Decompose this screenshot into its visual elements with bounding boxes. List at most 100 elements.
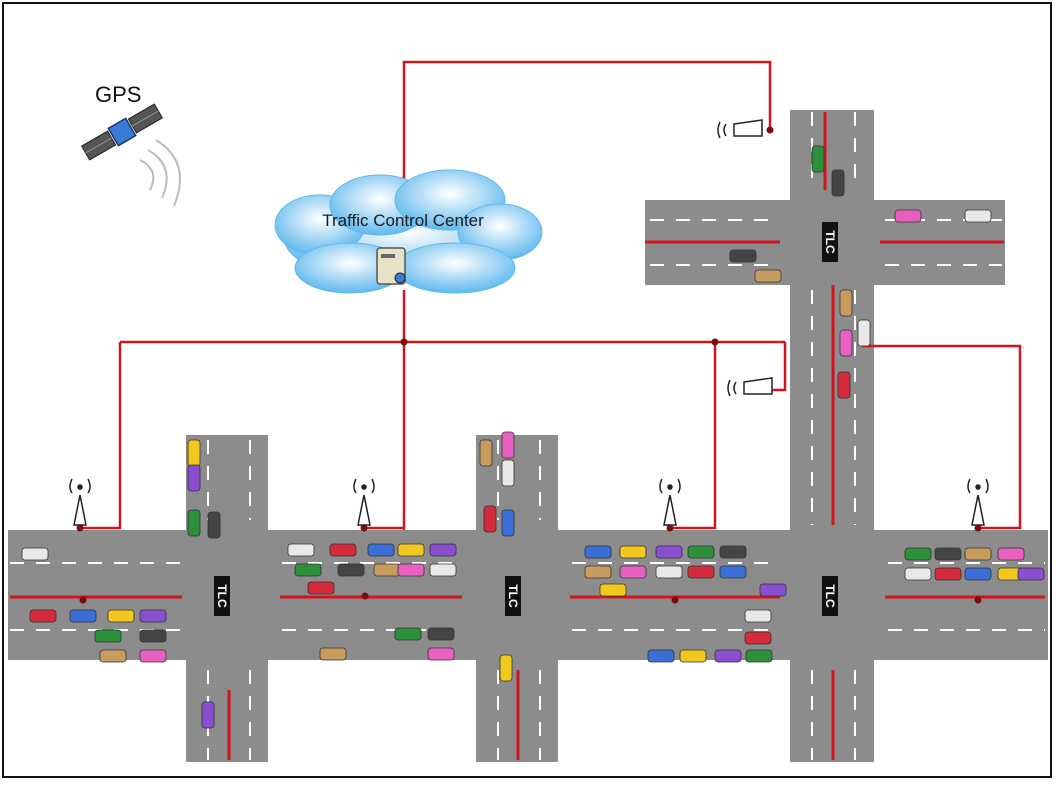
gps-label: GPS — [95, 82, 141, 107]
car-icon — [394, 627, 422, 641]
antennas — [69, 119, 989, 526]
car-icon — [837, 371, 851, 399]
tlc-label-d: TLC — [823, 230, 837, 254]
car-icon — [294, 563, 322, 577]
car-icon — [99, 649, 127, 663]
tlc-label-a: TLC — [215, 584, 229, 608]
traffic-light-controller-icon: TLC — [505, 576, 521, 616]
antenna-icon — [69, 478, 91, 526]
network-nodes — [76, 126, 982, 604]
car-icon — [373, 563, 401, 577]
car-icon — [729, 249, 757, 263]
car-icon — [501, 459, 515, 487]
traffic-light-controller-icon: TLC — [822, 222, 838, 262]
car-icon — [187, 464, 201, 492]
car-icon — [139, 629, 167, 643]
car-icon — [904, 547, 932, 561]
car-icon — [647, 649, 675, 663]
car-icon — [619, 565, 647, 579]
car-icon — [337, 563, 365, 577]
satellite-icon — [80, 103, 164, 161]
car-icon — [714, 649, 742, 663]
car-icon — [187, 509, 201, 537]
car-icon — [759, 583, 787, 597]
car-icon — [934, 567, 962, 581]
car-icon — [584, 565, 612, 579]
car-icon — [94, 629, 122, 643]
car-icon — [964, 567, 992, 581]
car-icon — [429, 543, 457, 557]
cloud-icon — [274, 169, 543, 294]
car-icon — [501, 431, 515, 459]
car-icon — [687, 565, 715, 579]
car-icon — [679, 649, 707, 663]
car-icon — [744, 631, 772, 645]
car-icon — [139, 609, 167, 623]
vehicles — [21, 145, 1045, 729]
traffic-light-controller-icon: TLC — [214, 576, 230, 616]
car-icon — [483, 505, 497, 533]
car-icon — [839, 329, 853, 357]
traffic-light-controller-icon: TLC — [822, 576, 838, 616]
road-network — [8, 110, 1048, 762]
tlc-label-c: TLC — [823, 584, 837, 608]
camera-icon — [727, 377, 773, 397]
car-icon — [687, 545, 715, 559]
car-icon — [934, 547, 962, 561]
car-icon — [367, 543, 395, 557]
tcc-label: Traffic Control Center — [322, 211, 484, 230]
car-icon — [319, 647, 347, 661]
car-icon — [964, 547, 992, 561]
car-icon — [287, 543, 315, 557]
car-icon — [201, 701, 215, 729]
car-icon — [964, 209, 992, 223]
antenna-icon — [967, 478, 989, 526]
car-icon — [139, 649, 167, 663]
car-icon — [107, 609, 135, 623]
car-icon — [427, 647, 455, 661]
car-icon — [719, 565, 747, 579]
car-icon — [1017, 567, 1045, 581]
camera-icon — [717, 119, 763, 139]
control-network-lines — [80, 60, 1022, 530]
car-icon — [754, 269, 782, 283]
car-icon — [599, 583, 627, 597]
car-icon — [619, 545, 647, 559]
antenna-icon — [659, 478, 681, 526]
car-icon — [307, 581, 335, 595]
car-icon — [397, 543, 425, 557]
lane-markings — [10, 112, 1045, 760]
car-icon — [499, 654, 513, 682]
car-icon — [427, 627, 455, 641]
car-icon — [207, 511, 221, 539]
car-icon — [839, 289, 853, 317]
gps-satellite: GPS — [80, 82, 181, 207]
car-icon — [584, 545, 612, 559]
car-icon — [894, 209, 922, 223]
tlc-label-b: TLC — [506, 584, 520, 608]
car-icon — [857, 319, 871, 347]
server-icon — [376, 247, 406, 285]
car-icon — [21, 547, 49, 561]
car-icon — [811, 145, 825, 173]
car-icon — [655, 565, 683, 579]
signal-waves-icon — [139, 139, 181, 207]
car-icon — [187, 439, 201, 467]
car-icon — [429, 563, 457, 577]
car-icon — [744, 609, 772, 623]
car-icon — [29, 609, 57, 623]
car-icon — [501, 509, 515, 537]
traffic-control-center: Traffic Control Center — [274, 169, 543, 294]
antenna-icon — [353, 478, 375, 526]
car-icon — [719, 545, 747, 559]
car-icon — [397, 563, 425, 577]
car-icon — [69, 609, 97, 623]
car-icon — [904, 567, 932, 581]
car-icon — [745, 649, 773, 663]
car-icon — [329, 543, 357, 557]
car-icon — [655, 545, 683, 559]
car-icon — [997, 547, 1025, 561]
car-icon — [479, 439, 493, 467]
tlc-controllers: TLC TLC TLC TLC — [214, 222, 838, 616]
